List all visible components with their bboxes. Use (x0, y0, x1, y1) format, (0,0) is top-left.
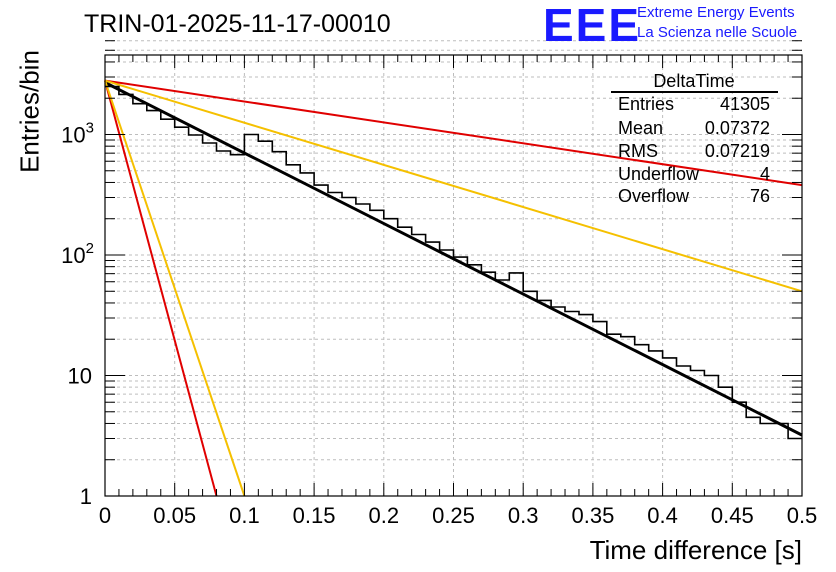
y-axis-label: Entries/bin (14, 50, 45, 173)
stats-label: Underflow (618, 164, 700, 184)
curve-red-slow (104, 79, 803, 187)
stats-label: Entries (618, 94, 674, 114)
x-tick-label: 0.5 (787, 503, 818, 528)
stats-value: 0.07219 (705, 141, 770, 161)
x-tick-label: 0.1 (229, 503, 260, 528)
curve-orange-fast (104, 80, 246, 497)
curve-orange-slow (104, 79, 803, 293)
histogram-series (105, 85, 802, 440)
stats-label: Mean (618, 118, 663, 138)
x-tick-label: 0.4 (647, 503, 678, 528)
stats-value: 41305 (720, 94, 770, 114)
logo-subtitle-1: Extreme Energy Events (637, 4, 795, 21)
x-tick-label: 0.45 (711, 503, 754, 528)
y-tick-labels: 1 10 102 103 (61, 120, 94, 510)
x-tick-label: 0.3 (508, 503, 539, 528)
x-axis-label: Time difference [s] (589, 535, 802, 565)
logo-subtitle-2: La Scienza nelle Scuole (637, 24, 798, 41)
x-tick-label: 0.35 (571, 503, 614, 528)
series-curves (104, 79, 803, 497)
eee-logo: EEE (543, 0, 642, 51)
y-tick-label: 102 (61, 240, 94, 268)
stats-label: RMS (618, 141, 658, 161)
y-tick-label: 1 (80, 484, 92, 509)
x-tick-label: 0.15 (293, 503, 336, 528)
chart-title: TRIN-01-2025-11-17-00010 (84, 10, 391, 38)
x-tick-label: 0.2 (369, 503, 400, 528)
stats-box: DeltaTime Entries 41305 Mean 0.07372 RMS… (611, 71, 778, 206)
y-tick-label: 10 (68, 364, 92, 389)
grid-lines (105, 40, 802, 496)
x-tick-label: 0.25 (432, 503, 475, 528)
fit-line (104, 81, 803, 437)
axis-ticks (104, 40, 803, 497)
x-tick-label: 0 (99, 503, 111, 528)
curve-red-fast (104, 80, 218, 497)
y-tick-label: 103 (61, 120, 94, 148)
stats-label: Overflow (618, 186, 690, 206)
stats-value: 0.07372 (705, 118, 770, 138)
x-tick-labels: 0 0.05 0.1 0.15 0.2 0.25 0.3 0.35 0.4 0.45 0.5 (99, 503, 817, 528)
stats-value: 4 (760, 164, 770, 184)
stats-title: DeltaTime (653, 71, 734, 91)
stats-value: 76 (750, 186, 770, 206)
x-tick-label: 0.05 (153, 503, 196, 528)
